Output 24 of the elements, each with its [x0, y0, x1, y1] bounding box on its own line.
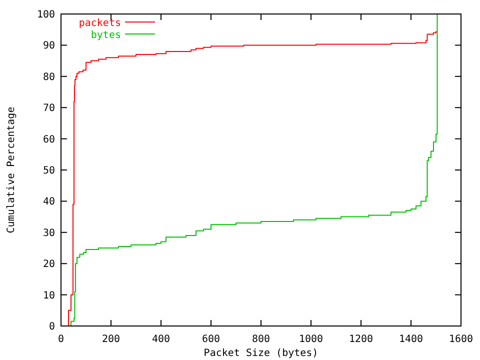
- y-tick-label: 20: [42, 259, 55, 270]
- x-tick-label: 1000: [298, 334, 324, 345]
- x-tick-label: 600: [202, 334, 220, 345]
- y-tick-label: 90: [42, 40, 55, 52]
- x-tick-label: 1200: [348, 334, 374, 345]
- y-tick-label: 0: [48, 322, 55, 332]
- y-tick-label: 30: [42, 228, 55, 239]
- x-axis-title: Packet Size (bytes): [204, 348, 318, 359]
- x-tick-label: 1400: [398, 334, 424, 345]
- y-tick-label: 40: [42, 196, 55, 208]
- y-tick-label: 10: [42, 290, 55, 302]
- x-tick-label: 800: [252, 334, 270, 345]
- x-tick-label: 1600: [448, 334, 474, 345]
- x-tick-label: 400: [152, 334, 170, 345]
- y-tick-label: 100: [36, 10, 55, 20]
- legend-label: bytes: [90, 30, 121, 41]
- y-tick-label: 80: [42, 72, 55, 83]
- legend-label: packets: [78, 18, 121, 29]
- y-tick-label: 60: [42, 134, 55, 146]
- x-tick-label: 0: [58, 334, 64, 345]
- y-tick-label: 50: [42, 166, 55, 176]
- y-axis-title: Cumulative Percentage: [6, 106, 17, 234]
- x-tick-label: 200: [102, 334, 120, 345]
- y-tick-label: 70: [42, 103, 55, 114]
